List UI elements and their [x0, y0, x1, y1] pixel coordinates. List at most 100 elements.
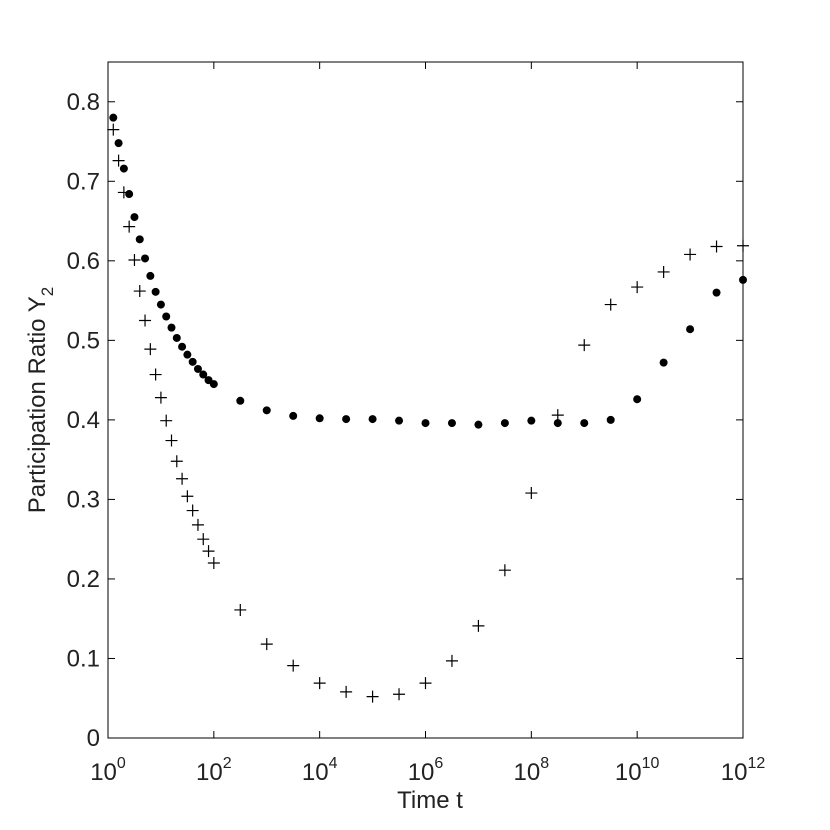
- x-tick-exponent: 8: [540, 755, 549, 772]
- data-point: [191, 518, 204, 531]
- y-axis-label-text: Participation Ratio Y: [24, 296, 51, 513]
- x-tick-label: 106: [408, 755, 444, 786]
- data-point: [167, 323, 176, 332]
- x-tick-label: 102: [196, 755, 232, 786]
- data-point: [313, 677, 326, 690]
- x-tick-exponent: 12: [747, 755, 765, 772]
- data-point: [315, 414, 324, 423]
- data-point: [107, 123, 120, 136]
- data-point: [712, 288, 721, 297]
- data-point: [474, 420, 483, 429]
- data-point: [186, 504, 199, 517]
- x-tick-exponent: 0: [117, 755, 126, 772]
- x-tick-base: 10: [302, 759, 329, 786]
- data-point: [340, 685, 353, 698]
- data-point: [119, 164, 128, 173]
- y-axis-label: Participation Ratio Y2: [24, 287, 57, 513]
- data-point: [165, 434, 178, 447]
- y-tick-label: 0.6: [67, 248, 100, 275]
- data-point: [580, 419, 589, 428]
- data-point: [141, 254, 150, 263]
- data-point: [631, 281, 644, 294]
- data-point: [633, 395, 642, 404]
- data-point: [197, 533, 210, 546]
- data-point: [128, 254, 141, 267]
- data-point: [366, 690, 379, 703]
- data-point: [498, 564, 511, 577]
- data-point: [236, 396, 245, 405]
- data-point: [154, 391, 167, 404]
- data-point: [421, 419, 430, 428]
- data-point: [130, 213, 139, 222]
- data-point: [684, 248, 697, 261]
- data-point: [342, 415, 351, 424]
- x-tick-base: 10: [721, 759, 748, 786]
- data-point: [139, 314, 152, 327]
- x-tick-exponent: 4: [329, 755, 338, 772]
- data-point: [149, 368, 162, 381]
- x-tick-label: 100: [90, 755, 126, 786]
- data-point: [287, 659, 300, 672]
- x-tick-base: 10: [90, 759, 117, 786]
- data-point: [109, 113, 118, 122]
- data-point: [737, 239, 749, 252]
- data-point: [112, 154, 125, 167]
- data-point: [162, 312, 171, 321]
- data-point: [144, 343, 157, 356]
- data-point: [146, 271, 155, 280]
- data-point: [604, 298, 617, 311]
- x-tick-label: 1010: [615, 755, 660, 786]
- data-point: [657, 265, 670, 278]
- data-point: [114, 139, 123, 148]
- data-point: [181, 490, 194, 503]
- x-tick-label: 104: [302, 755, 338, 786]
- data-point: [207, 557, 220, 570]
- y-tick-label: 0.8: [67, 89, 100, 116]
- y-tick-label: 0.7: [67, 168, 100, 195]
- data-point: [234, 603, 247, 616]
- data-point: [553, 419, 562, 428]
- data-point: [135, 235, 144, 244]
- x-tick-exponent: 2: [223, 755, 232, 772]
- data-point: [183, 350, 192, 359]
- data-point: [659, 358, 668, 367]
- data-point: [500, 419, 509, 428]
- data-point: [188, 357, 197, 366]
- data-point: [117, 186, 130, 199]
- data-point: [156, 300, 165, 309]
- data-point: [262, 406, 271, 415]
- data-point: [123, 220, 136, 233]
- y-tick-label: 0: [87, 725, 100, 752]
- plot-frame: [107, 61, 744, 739]
- x-axis-label: Time t: [397, 787, 463, 814]
- data-point: [419, 677, 432, 690]
- data-point: [710, 240, 723, 253]
- x-tick-base: 10: [196, 759, 223, 786]
- y-tick-label: 0.4: [67, 407, 100, 434]
- data-point: [193, 364, 202, 373]
- x-tick-exponent: 6: [434, 755, 443, 772]
- x-tick-label: 1012: [721, 755, 766, 786]
- data-point: [133, 285, 146, 298]
- data-point: [393, 688, 406, 701]
- x-tick-base: 10: [408, 759, 435, 786]
- x-tick-base: 10: [514, 759, 541, 786]
- x-tick-base: 10: [615, 759, 642, 786]
- data-point: [368, 415, 377, 424]
- x-tick-label: 108: [514, 755, 550, 786]
- data-point: [395, 416, 404, 425]
- y-tick-label: 0.2: [67, 566, 100, 593]
- data-point: [289, 411, 298, 420]
- data-point: [606, 415, 615, 424]
- y-tick-label: 0.3: [67, 486, 100, 513]
- data-point: [686, 325, 695, 334]
- data-point: [176, 472, 189, 485]
- data-point: [260, 638, 273, 651]
- x-tick-exponent: 10: [642, 755, 660, 772]
- data-point: [551, 409, 564, 422]
- data-point: [527, 416, 536, 425]
- data-point: [472, 619, 485, 632]
- y-tick-label: 0.5: [67, 327, 100, 354]
- data-point: [209, 380, 218, 389]
